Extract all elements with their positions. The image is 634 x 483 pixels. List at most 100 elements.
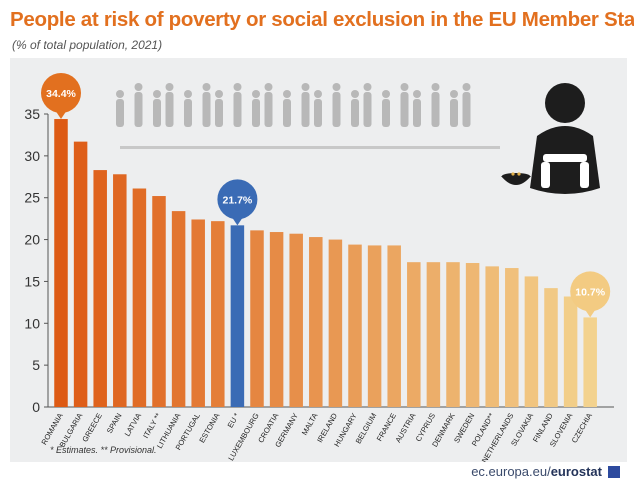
bar [132, 188, 147, 407]
figure-head-icon [400, 83, 409, 91]
bar [387, 245, 401, 407]
figure-body-icon [134, 92, 143, 127]
figure-body-icon [400, 92, 409, 127]
poverty-person-icon [530, 83, 600, 194]
bar [73, 141, 88, 407]
callout-bubble [217, 179, 258, 220]
source-domain: ec.europa.eu/ [471, 464, 551, 479]
bar [348, 244, 362, 407]
chart-title: People at risk of poverty or social excl… [10, 8, 634, 31]
figure-head-icon [252, 90, 260, 98]
bar [407, 262, 421, 407]
data-label: 10.7% [575, 286, 605, 298]
figure-body-icon [215, 99, 223, 127]
figure-head-icon [233, 83, 242, 91]
figure-body-icon [202, 92, 211, 127]
figure-head-icon [382, 90, 390, 98]
figure-head-icon [153, 90, 161, 98]
chart-subtitle: (% of total population, 2021) [12, 38, 163, 52]
bar [309, 237, 323, 407]
y-tick-label: 35 [24, 106, 40, 122]
y-tick-label: 30 [24, 148, 40, 164]
x-tick-label: LATVIA [123, 412, 143, 438]
figure-head-icon [283, 90, 291, 98]
x-tick-label: MALTA [300, 412, 320, 437]
figure-body-icon [431, 92, 440, 127]
figure-body-icon [264, 92, 273, 127]
figure-body-icon [153, 99, 161, 127]
bar [544, 288, 558, 407]
bar [250, 230, 264, 407]
bar [152, 196, 166, 407]
figure-head-icon [332, 83, 341, 91]
bar [367, 245, 382, 407]
bar [328, 239, 343, 407]
figure-head-icon [413, 90, 421, 98]
figure-head-icon [351, 90, 359, 98]
source-credit[interactable]: ec.europa.eu/eurostat [471, 464, 602, 479]
walking-figures-icon [116, 83, 500, 149]
bar [171, 211, 186, 407]
figure-head-icon [450, 90, 458, 98]
bar [505, 268, 519, 407]
x-tick-label: SPAIN [105, 412, 124, 436]
chart-panel: 0 5 10 15 20 25 30 35 34.4% 21.7% 10.7% ROMANIA BU… [10, 58, 627, 462]
figure-body-icon [165, 92, 174, 127]
bowl-icon [501, 172, 531, 185]
data-label: 34.4% [46, 88, 76, 100]
figure-head-icon [314, 90, 322, 98]
bar [465, 263, 480, 407]
bar [426, 262, 441, 407]
callout-bubble [41, 73, 81, 114]
figure-head-icon [431, 83, 440, 91]
figure-body-icon [363, 92, 372, 127]
source-brand: eurostat [550, 464, 602, 479]
y-tick-label: 25 [24, 190, 40, 206]
bar [93, 170, 107, 407]
x-tick-label: EU * [226, 411, 242, 429]
y-tick-label: 20 [24, 232, 40, 248]
figure-head-icon [134, 83, 143, 91]
figure-head-icon [215, 90, 223, 98]
bar [446, 262, 460, 407]
callout-bubble [570, 271, 611, 312]
figure-body-icon [233, 92, 242, 127]
figure-body-icon [116, 99, 124, 127]
bar [230, 225, 245, 407]
figure-body-icon [462, 92, 471, 127]
bar [211, 221, 225, 407]
figure-body-icon [382, 99, 390, 127]
bar [191, 219, 205, 407]
figure-head-icon [301, 83, 310, 91]
ground-line [120, 146, 500, 149]
figure-body-icon [314, 99, 322, 127]
y-tick-label: 5 [32, 357, 40, 373]
bar [269, 232, 284, 407]
figure-head-icon [116, 90, 124, 98]
y-tick-label: 15 [24, 273, 40, 289]
figure-body-icon [332, 92, 341, 127]
bar [524, 276, 539, 407]
bar [563, 296, 578, 407]
figure-head-icon [184, 90, 192, 98]
figure-head-icon [264, 83, 273, 91]
migrants-silhouette-illustration [116, 83, 500, 149]
figure-body-icon [252, 99, 260, 127]
eurostat-logo-icon [608, 466, 620, 478]
y-tick-label: 0 [32, 399, 40, 415]
data-label: 21.7% [223, 194, 253, 206]
figure-body-icon [351, 99, 359, 127]
footnote: * Estimates. ** Provisional. [50, 445, 157, 455]
bar [54, 119, 68, 407]
bar [113, 174, 127, 407]
bar [289, 233, 303, 407]
figure-body-icon [413, 99, 421, 127]
figure-body-icon [301, 92, 310, 127]
figure-head-icon [165, 83, 174, 91]
figure-head-icon [202, 83, 211, 91]
y-tick-label: 10 [24, 315, 40, 331]
figure-body-icon [450, 99, 458, 127]
figure-body-icon [283, 99, 291, 127]
figure-body-icon [184, 99, 192, 127]
